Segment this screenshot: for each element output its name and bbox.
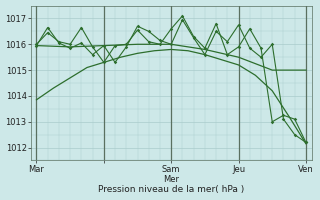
X-axis label: Pression niveau de la mer( hPa ): Pression niveau de la mer( hPa ) xyxy=(98,185,244,194)
